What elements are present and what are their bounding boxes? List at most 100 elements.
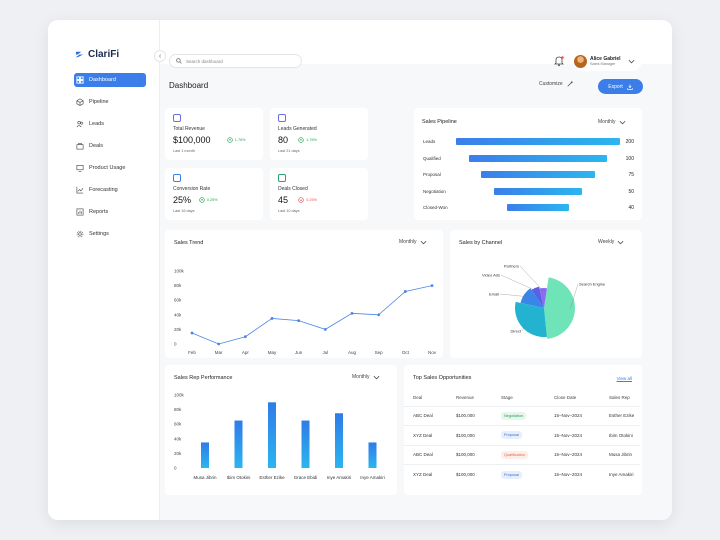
chevron-down-icon bbox=[617, 240, 624, 244]
search-icon bbox=[176, 58, 182, 64]
kpi-value: $100,000 bbox=[173, 135, 211, 145]
sales-rep: Musa Jibrin bbox=[609, 452, 633, 458]
sidebar-item-pipeline[interactable]: Pipeline bbox=[74, 95, 146, 109]
kpi-label: Leads Generated bbox=[278, 126, 317, 132]
deal-revenue: $100,000 bbox=[456, 452, 475, 458]
trend-icon bbox=[76, 186, 84, 194]
sales-rep-performance-title: Sales Rep Performance bbox=[174, 375, 233, 381]
sidebar-item-label: Reports bbox=[89, 209, 109, 215]
sales-by-channel-chart: Search Engine Direct Email Video Ads Partner… bbox=[482, 264, 606, 339]
x-tick-label: Mar bbox=[215, 350, 223, 355]
pipeline-stage-label: Leads bbox=[423, 139, 436, 144]
kpi-change-badge: 0.25% bbox=[295, 196, 320, 204]
top-sales-opportunities-card: Top Sales Opportunities View all Deal Rev… bbox=[404, 365, 642, 495]
logo-icon bbox=[75, 51, 84, 58]
divider bbox=[404, 444, 640, 446]
chevron-down-icon bbox=[420, 240, 426, 244]
stage-badge: Proposal bbox=[501, 431, 522, 440]
sidebar-item-label: Leads bbox=[89, 121, 104, 127]
x-tick-label: Musa Jibrin bbox=[193, 475, 217, 480]
sales-trend-card: Sales Trend Monthly 100k 80k 60k 40k 20k 0 Feb… bbox=[165, 230, 443, 358]
sales-rep: Esther Ezike bbox=[609, 413, 635, 418]
logo[interactable]: ClariFi bbox=[75, 49, 119, 60]
kpi-period: Last 10 days bbox=[278, 209, 300, 213]
pipeline-bar bbox=[468, 154, 608, 162]
sales-by-channel-title: Sales by Channel bbox=[459, 240, 503, 246]
pipeline-value: 75 bbox=[628, 172, 634, 178]
rep-bar bbox=[234, 420, 243, 468]
kpi-value: 80 bbox=[278, 135, 289, 145]
pie-leader-line bbox=[519, 265, 544, 292]
app-name: ClariFi bbox=[88, 49, 120, 60]
pie-slice bbox=[544, 277, 575, 339]
sidebar-item-label: Product Usage bbox=[89, 165, 126, 171]
pipeline-value: 100 bbox=[625, 155, 634, 162]
y-tick-label: 60k bbox=[174, 422, 182, 427]
kpi-change: 1.76% bbox=[234, 138, 246, 142]
trend-point bbox=[190, 331, 194, 335]
kpi-value: 25% bbox=[173, 195, 192, 205]
kpi-card-total-revenue: Total Revenue $100,000 1.76% Last 1 month bbox=[165, 108, 263, 160]
kpi-change-badge: 1.76% bbox=[295, 136, 320, 144]
close-date: 15–Nov–2024 bbox=[554, 472, 583, 478]
sidebar: ClariFi Dashboard Pipeline Leads Deals Produ… bbox=[48, 20, 160, 520]
sidebar-item-deals[interactable]: Deals bbox=[74, 139, 146, 153]
chevron-left-icon: ‹ bbox=[158, 52, 162, 60]
trend-period-dropdown[interactable]: Monthly bbox=[399, 239, 427, 245]
chevron-down-icon bbox=[619, 120, 625, 124]
search-input[interactable]: Search dashboard bbox=[169, 54, 302, 68]
user-menu[interactable]: Alice Gabriel Sales Manager bbox=[574, 51, 642, 71]
collapse-sidebar-button[interactable]: ‹ bbox=[154, 50, 166, 62]
export-button[interactable]: Export bbox=[598, 79, 643, 94]
table-header: Revenue bbox=[456, 395, 475, 400]
channel-period-label: Weekly bbox=[598, 239, 615, 245]
sidebar-item-dashboard[interactable]: Dashboard bbox=[74, 73, 146, 87]
trend-point bbox=[243, 335, 247, 339]
pipeline-bar bbox=[481, 171, 595, 178]
kpi-icon bbox=[278, 174, 286, 182]
x-tick-label: Oct bbox=[402, 350, 410, 355]
customize-button[interactable]: Customize bbox=[539, 80, 574, 87]
arrow-up-circle-icon bbox=[227, 137, 233, 143]
kpi-card-deals-closed: Deals Closed 45 0.25% Last 10 days bbox=[270, 168, 368, 220]
trend-point bbox=[323, 328, 327, 331]
y-tick-label: 60k bbox=[174, 298, 182, 303]
pipeline-period-dropdown[interactable]: Monthly bbox=[598, 119, 626, 125]
y-tick-label: 80k bbox=[174, 407, 182, 412]
sales-by-channel-card: Sales by Channel Weekly Search Engine Dir… bbox=[450, 230, 642, 358]
channel-period-dropdown[interactable]: Weekly bbox=[598, 239, 624, 245]
kpi-card-leads-generated: Leads Generated 80 1.76% Last 21 days bbox=[270, 108, 368, 160]
kpi-value: 45 bbox=[278, 195, 289, 205]
x-tick-label: Jul bbox=[322, 350, 328, 355]
report-icon bbox=[76, 208, 84, 216]
divider bbox=[404, 406, 640, 407]
table-header: Sales Rep bbox=[609, 395, 630, 400]
arrow-up-circle-icon bbox=[199, 197, 205, 203]
rep-bar bbox=[268, 402, 276, 468]
reps-period-dropdown[interactable]: Monthly bbox=[352, 374, 380, 380]
pie-slice bbox=[531, 286, 544, 308]
trend-point bbox=[217, 342, 221, 346]
bell-icon[interactable] bbox=[553, 55, 565, 67]
x-tick-label: Inye Amakiri bbox=[327, 475, 352, 480]
chevron-down-icon bbox=[373, 375, 379, 379]
kpi-card-conversion-rate: Conversion Rate 25% 0.25% Last 16 days bbox=[165, 168, 263, 220]
wand-icon bbox=[567, 80, 573, 87]
briefcase-icon bbox=[76, 143, 84, 150]
trend-point bbox=[270, 317, 274, 320]
sales-trend-title: Sales Trend bbox=[174, 240, 204, 246]
main-area: Search dashboard Alice Gabriel Sales Man… bbox=[160, 20, 672, 520]
sidebar-item-forecasting[interactable]: Forecasting bbox=[74, 183, 146, 197]
stage-badge: Qualification bbox=[501, 450, 528, 459]
deal-revenue: $100,000 bbox=[456, 413, 475, 418]
stage-badge: Proposal bbox=[501, 470, 522, 479]
users-icon bbox=[76, 121, 84, 128]
sidebar-item-product-usage[interactable]: Product Usage bbox=[74, 161, 146, 175]
sidebar-item-reports[interactable]: Reports bbox=[74, 205, 146, 219]
rep-bar bbox=[335, 413, 343, 468]
kpi-label: Total Revenue bbox=[173, 126, 205, 132]
sidebar-item-leads[interactable]: Leads bbox=[74, 117, 146, 131]
sidebar-item-settings[interactable]: Settings bbox=[74, 227, 146, 241]
y-tick-label: 0 bbox=[174, 342, 177, 347]
view-all-link[interactable]: View all bbox=[616, 376, 632, 381]
